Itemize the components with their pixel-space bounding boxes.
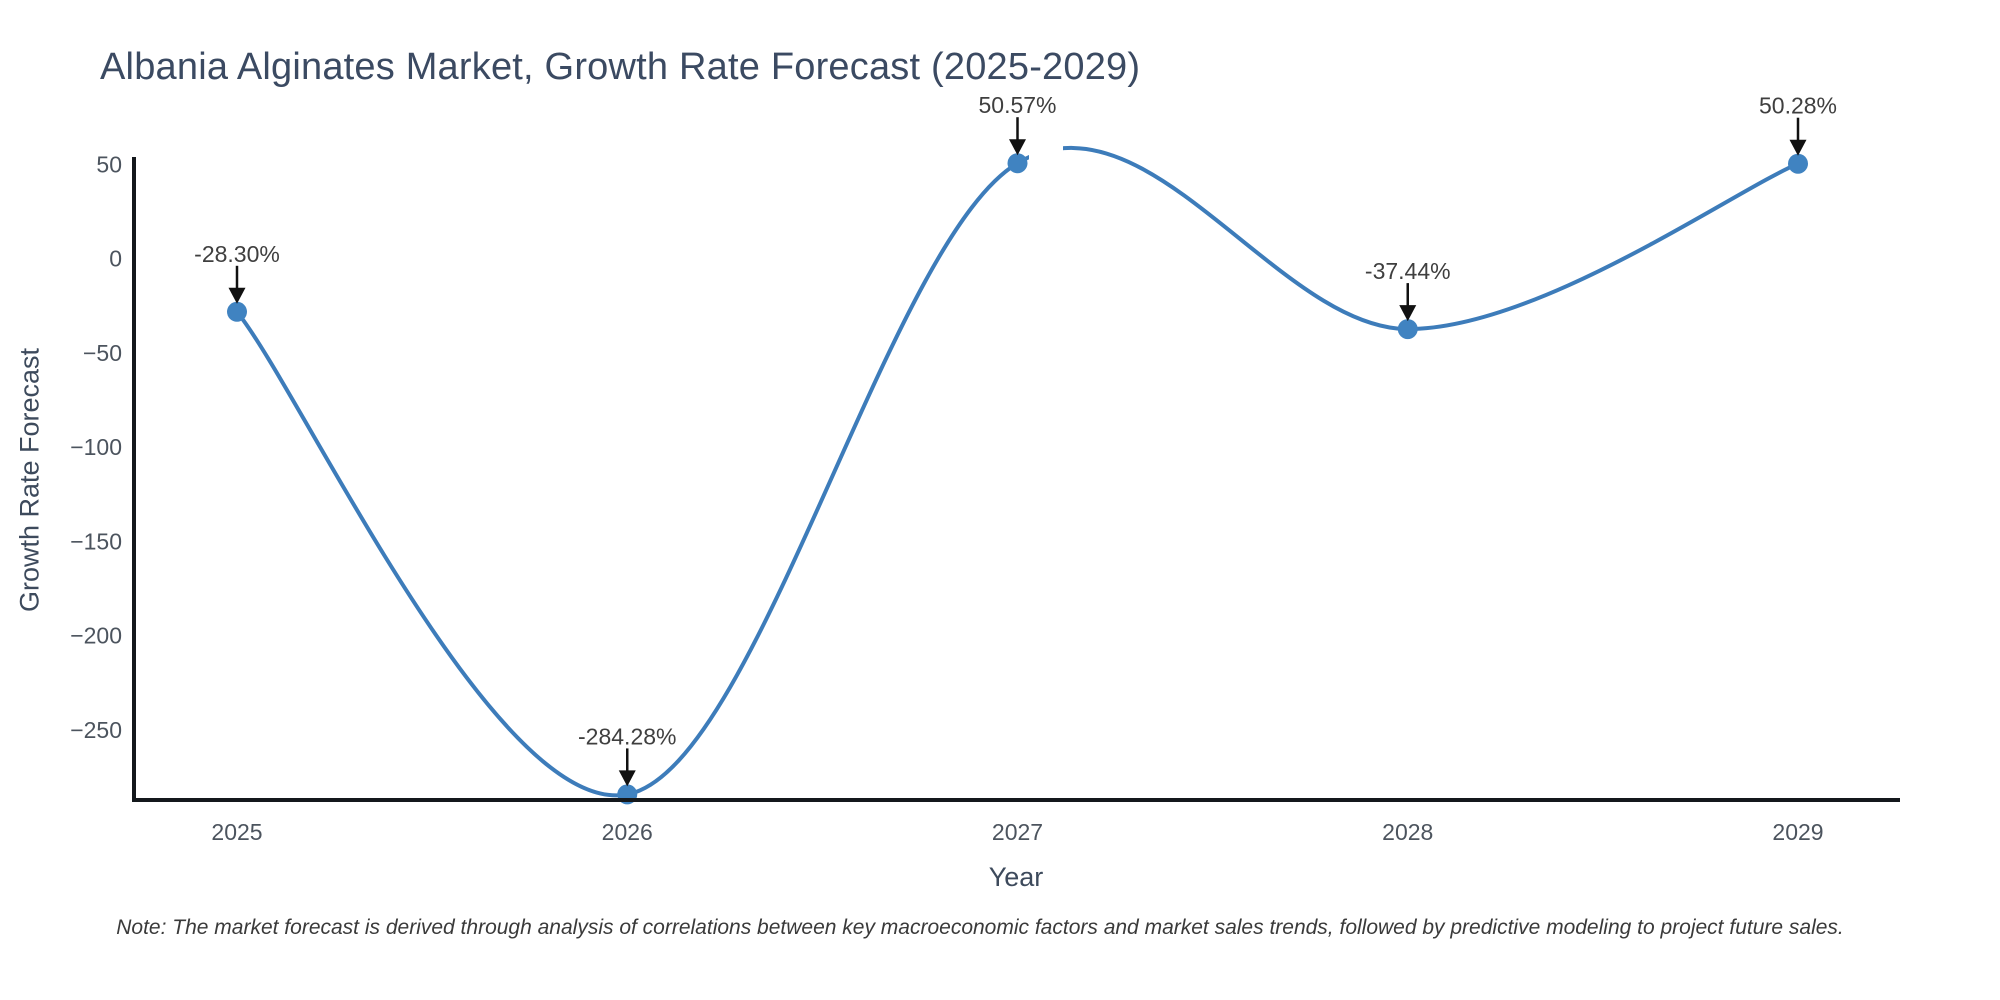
y-tick-label: −50 <box>83 340 122 366</box>
y-tick-label: 0 <box>109 246 122 272</box>
chart-title: Albania Alginates Market, Growth Rate Fo… <box>100 46 1141 88</box>
annotation-arrowhead-icon <box>228 287 246 304</box>
point-value-label: -28.30% <box>194 241 280 267</box>
point-value-label: -37.44% <box>1365 258 1451 284</box>
data-point-marker <box>227 301 247 322</box>
y-tick-label: −200 <box>70 623 122 649</box>
y-tick-label: −100 <box>70 434 122 460</box>
x-tick-label: 2025 <box>211 819 262 845</box>
point-annotations: -28.30% -284.28% 50.57% -37.44% 50.28% <box>194 92 1837 787</box>
forecast-line <box>235 146 1800 798</box>
y-tick-label: −250 <box>70 717 122 743</box>
annotation-arrowhead-icon <box>618 770 636 787</box>
annotation-arrowhead-icon <box>1009 139 1026 156</box>
point-value-label: 50.28% <box>1759 93 1837 119</box>
x-tick-label: 2027 <box>992 819 1043 845</box>
x-tick-label: 2028 <box>1382 819 1433 845</box>
x-tick-label: 2029 <box>1772 819 1823 845</box>
point-value-label: -284.28% <box>578 723 676 749</box>
data-point-marker <box>1007 153 1028 174</box>
curve-gap <box>1029 138 1063 182</box>
y-tick-label: 50 <box>96 151 122 177</box>
x-axis-tick-labels: 2025 2026 2027 2028 2029 <box>211 819 1823 845</box>
annotation-arrowhead-icon <box>1399 305 1417 322</box>
data-point-marker <box>1397 319 1418 340</box>
y-axis-tick-labels: 50 0 −50 −100 −150 −200 −250 <box>70 151 122 743</box>
point-value-label: 50.57% <box>978 92 1056 118</box>
footnote: Note: The market forecast is derived thr… <box>116 916 1844 939</box>
x-tick-label: 2026 <box>602 819 653 845</box>
data-point-markers <box>227 153 1808 805</box>
x-axis-title: Year <box>988 862 1044 892</box>
data-point-marker <box>1788 153 1808 174</box>
annotation-arrowhead-icon <box>1789 139 1807 156</box>
y-tick-label: −150 <box>70 528 122 554</box>
